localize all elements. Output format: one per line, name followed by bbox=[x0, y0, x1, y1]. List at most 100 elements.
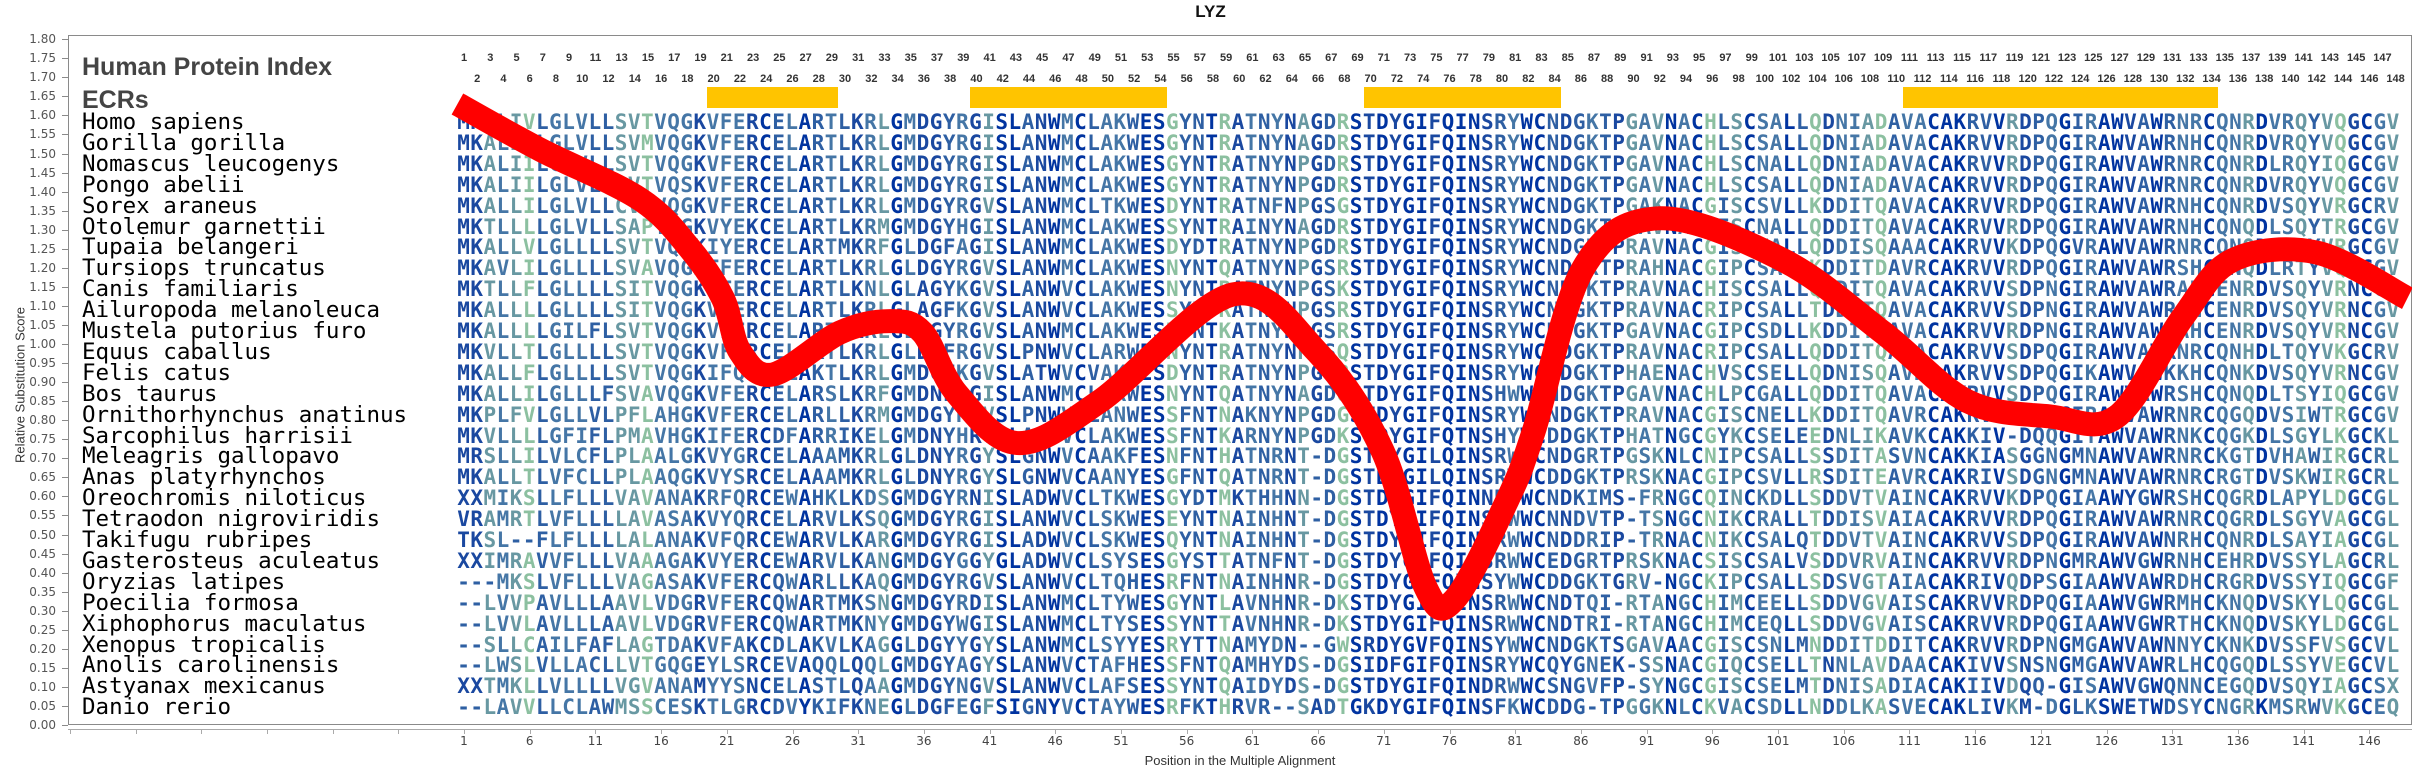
residue: Y bbox=[1507, 214, 1520, 239]
residue: A bbox=[483, 151, 497, 176]
residue: Q bbox=[2045, 193, 2059, 218]
residue: S bbox=[1480, 214, 1494, 239]
residue: T bbox=[1861, 214, 1875, 239]
residue: R bbox=[2281, 110, 2295, 134]
index-number: 133 bbox=[2189, 52, 2208, 64]
residue: G bbox=[1625, 110, 1639, 134]
residue: L bbox=[877, 130, 890, 155]
residue: S bbox=[1861, 235, 1875, 260]
residue: F bbox=[877, 235, 890, 260]
residue: Q bbox=[1874, 193, 1888, 218]
x-tick-label: 146 bbox=[2357, 734, 2381, 748]
residue: C bbox=[1074, 172, 1087, 197]
residue: Q bbox=[2294, 110, 2308, 134]
residue: H bbox=[1704, 110, 1717, 134]
residue: Q bbox=[2045, 172, 2059, 197]
residue: A bbox=[1769, 110, 1783, 134]
residue: V bbox=[1900, 193, 1914, 218]
residue: M bbox=[1060, 214, 1074, 239]
y-tick-label: 1.15 bbox=[29, 279, 56, 294]
residue: N bbox=[1284, 256, 1297, 281]
y-tick-label: 0.85 bbox=[29, 394, 56, 409]
residue: M bbox=[837, 235, 851, 260]
index-number: 39 bbox=[957, 52, 970, 64]
residue: P bbox=[2032, 214, 2045, 239]
residue: Q bbox=[2294, 172, 2308, 197]
residue: N bbox=[1835, 151, 1849, 176]
y-tick-mark bbox=[62, 439, 68, 441]
index-number: 142 bbox=[2307, 73, 2326, 85]
residue: Y bbox=[1179, 256, 1192, 281]
residue: G bbox=[1704, 193, 1717, 218]
residue: R bbox=[1494, 110, 1507, 134]
index-number: 37 bbox=[930, 52, 944, 64]
residue: A bbox=[2097, 172, 2111, 197]
residue: G bbox=[1310, 235, 1324, 260]
residue: Y bbox=[942, 130, 956, 155]
x-tick-mark bbox=[661, 729, 663, 734]
residue: R bbox=[2005, 151, 2019, 176]
residue: L bbox=[785, 193, 799, 218]
residue: V bbox=[654, 172, 667, 197]
residue: S bbox=[1756, 110, 1770, 134]
x-tick-label: 96 bbox=[1704, 734, 1720, 748]
index-number: 80 bbox=[1495, 73, 1509, 85]
residue: L bbox=[562, 277, 575, 302]
residue: K bbox=[1953, 172, 1967, 197]
residue: A bbox=[1677, 130, 1691, 155]
y-tick-mark bbox=[62, 401, 68, 403]
residue: A bbox=[483, 256, 497, 281]
y-tick-label: 1.75 bbox=[29, 51, 56, 66]
residue: A bbox=[1297, 214, 1310, 239]
x-tick-mark bbox=[923, 729, 925, 734]
residue: I bbox=[522, 193, 536, 218]
residue: E bbox=[772, 151, 785, 176]
residue: A bbox=[1887, 256, 1901, 281]
residue: E bbox=[732, 214, 746, 239]
residue: Q bbox=[2334, 130, 2347, 155]
y-tick-mark bbox=[62, 191, 68, 193]
residue: S bbox=[995, 256, 1009, 281]
residue: W bbox=[1126, 193, 1140, 218]
index-number: 68 bbox=[1338, 73, 1351, 85]
index-number: 20 bbox=[707, 73, 720, 85]
x-tick-mark bbox=[1121, 729, 1122, 734]
residue: N bbox=[1284, 172, 1297, 197]
y-tick-label: 1.35 bbox=[29, 203, 56, 218]
residue: D bbox=[1375, 130, 1389, 155]
residue: W bbox=[1047, 110, 1061, 134]
residue: P bbox=[1612, 130, 1625, 155]
residue: K bbox=[1113, 235, 1127, 260]
residue: C bbox=[2202, 151, 2216, 176]
index-number: 45 bbox=[1036, 52, 1049, 64]
residue: Y bbox=[1270, 172, 1284, 197]
residue: Y bbox=[942, 151, 956, 176]
index-number: 84 bbox=[1548, 73, 1561, 85]
index-number: 101 bbox=[1768, 52, 1788, 64]
residue: L bbox=[535, 256, 549, 281]
residue: S bbox=[614, 256, 628, 281]
residue: A bbox=[1940, 110, 1954, 134]
residue: L bbox=[588, 277, 602, 302]
residue: L bbox=[496, 172, 510, 197]
residue: S bbox=[995, 193, 1009, 218]
residue: E bbox=[732, 277, 746, 302]
residue: H bbox=[2189, 130, 2203, 155]
residue: R bbox=[2163, 214, 2177, 239]
residue: R bbox=[1336, 256, 1350, 281]
residue: V bbox=[522, 235, 536, 260]
residue: N bbox=[1664, 130, 1678, 155]
y-tick-mark bbox=[62, 591, 68, 593]
residue: M bbox=[457, 130, 470, 155]
residue: Q bbox=[2045, 214, 2059, 239]
y-tick-mark bbox=[62, 648, 68, 650]
y-tick-mark bbox=[62, 420, 68, 422]
residue: K bbox=[1585, 151, 1599, 176]
residue: S bbox=[614, 277, 628, 302]
residue: C bbox=[2360, 151, 2374, 176]
residue: A bbox=[1769, 151, 1783, 176]
x-tick-label: 26 bbox=[784, 734, 801, 748]
residue: G bbox=[549, 256, 562, 281]
x-tick-label: 136 bbox=[2226, 734, 2250, 748]
residue: P bbox=[1730, 256, 1744, 281]
